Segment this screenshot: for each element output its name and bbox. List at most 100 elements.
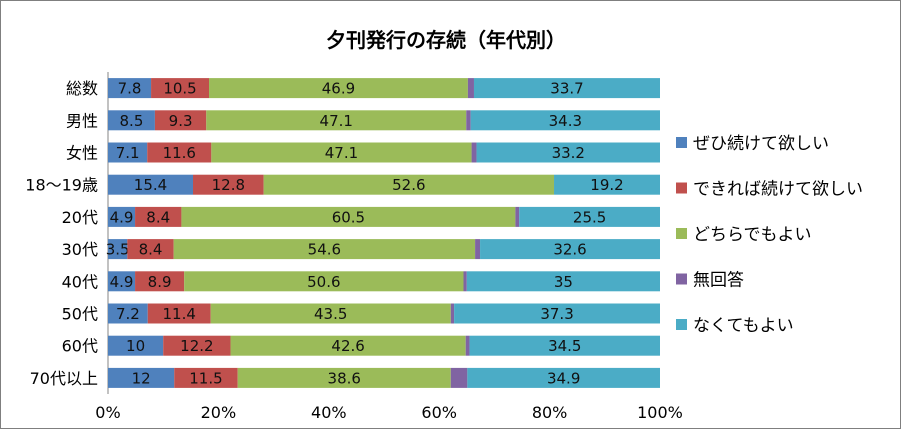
x-tick-label: 20% [201, 403, 237, 422]
data-label: 7.1 [116, 144, 140, 162]
data-label: 12.2 [180, 337, 213, 355]
data-label: 54.6 [308, 241, 341, 259]
data-label: 37.3 [540, 305, 573, 323]
bar-segment [471, 142, 477, 163]
data-label: 8.5 [120, 112, 144, 130]
data-label: 11.6 [163, 144, 196, 162]
data-label: 15.4 [134, 176, 167, 194]
data-label: 19.2 [590, 176, 623, 194]
bar-segment [519, 206, 660, 227]
category-label: 総数 [66, 79, 98, 98]
bar-segment [108, 142, 148, 163]
bar-segment [210, 303, 451, 324]
legend-label: できれば続けて欲しい [693, 180, 863, 200]
bar-segment [108, 335, 164, 356]
category-label: 30代 [62, 240, 98, 259]
data-label: 12.8 [212, 176, 245, 194]
legend-swatch [676, 182, 687, 194]
bar-segment [467, 367, 660, 388]
x-tick-label: 0% [95, 403, 120, 422]
bar-segment [174, 367, 238, 388]
bar-segment [151, 78, 210, 99]
data-label: 34.3 [549, 112, 582, 130]
data-label: 33.2 [552, 144, 585, 162]
bar-segment [450, 367, 468, 388]
bar-segment [454, 303, 660, 324]
bar-segment [211, 142, 472, 163]
bar-segment [127, 239, 174, 260]
bar-segment [135, 271, 185, 292]
bar-segment [476, 142, 660, 163]
category-label: 女性 [66, 144, 98, 163]
bar-segment [108, 367, 175, 388]
bar-segment [466, 110, 471, 131]
bar-segment [173, 239, 476, 260]
legend-label: どちらでもよい [693, 225, 812, 245]
bar-segment [108, 110, 155, 131]
bar-segment [108, 239, 128, 260]
data-label: 33.7 [550, 80, 583, 98]
legend-label: なくてもよい [693, 316, 794, 336]
data-label: 47.1 [325, 144, 358, 162]
bar-segment [480, 239, 660, 260]
category-label: 男性 [66, 111, 98, 130]
category-label: 40代 [62, 272, 98, 291]
x-tick-label: 60% [421, 403, 457, 422]
category-label: 20代 [62, 208, 98, 227]
legend-swatch [676, 273, 687, 285]
bar-segment [237, 367, 451, 388]
data-label: 10 [126, 337, 145, 355]
bar-segment [469, 335, 660, 356]
bar-segment [466, 271, 660, 292]
category-label: 18～19歳 [25, 176, 98, 195]
category-label: 50代 [62, 305, 98, 324]
data-label: 35 [554, 273, 573, 291]
bar-segment [475, 239, 481, 260]
bar-segment [467, 78, 474, 99]
bar-segment [209, 78, 468, 99]
bar-segment [147, 303, 211, 324]
data-label: 46.9 [322, 80, 355, 98]
data-label: 43.5 [314, 305, 347, 323]
bar-segment [135, 206, 182, 227]
bar-segment [181, 206, 516, 227]
bar-segment [465, 335, 470, 356]
plot-area: 総数 7.8 10.5 46.9 33.7 男性 8.5 9.3 47.1 34.3 女性 7.1 11… [25, 72, 683, 422]
data-label: 60.5 [332, 208, 365, 226]
bar-segment [108, 206, 136, 227]
bar-segment [108, 271, 136, 292]
legend-label: 無回答 [693, 271, 744, 291]
data-label: 34.5 [548, 337, 581, 355]
data-label: 3.5 [106, 241, 130, 259]
bar-segment [184, 271, 464, 292]
data-label: 11.5 [189, 369, 222, 387]
data-label: 12 [132, 369, 151, 387]
data-label: 8.9 [148, 273, 172, 291]
bar-segment [108, 303, 148, 324]
bar-segment [450, 303, 455, 324]
data-label: 52.6 [392, 176, 425, 194]
bar-segment [108, 78, 152, 99]
x-tick-label: 40% [311, 403, 347, 422]
data-label: 32.6 [553, 241, 586, 259]
data-label: 38.6 [328, 369, 361, 387]
bar-segment [147, 142, 212, 163]
legend-label: ぜひ続けて欲しい [693, 134, 829, 154]
data-label: 11.4 [163, 305, 196, 323]
x-tick-label: 100% [637, 403, 683, 422]
data-label: 42.6 [331, 337, 364, 355]
data-label: 34.9 [547, 369, 580, 387]
bar-segment [263, 174, 555, 195]
data-label: 50.6 [307, 273, 340, 291]
bar-segment [554, 174, 660, 195]
bar-segment [230, 335, 466, 356]
chart-title: 夕刊発行の存続（年代別） [326, 28, 566, 52]
data-label: 10.5 [163, 80, 196, 98]
bar-segment [515, 206, 520, 227]
bar-segment [463, 271, 467, 292]
data-label: 47.1 [320, 112, 353, 130]
data-label: 7.8 [118, 80, 142, 98]
